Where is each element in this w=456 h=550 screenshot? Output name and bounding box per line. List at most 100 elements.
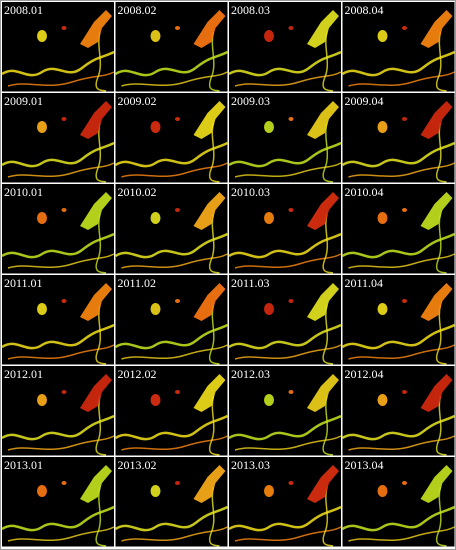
- panel: 2009.02: [114, 93, 229, 183]
- river: [95, 395, 107, 456]
- lake: [420, 283, 453, 321]
- river: [208, 213, 220, 274]
- panel: 2008.01: [1, 2, 115, 92]
- panel-label: 2011.01: [4, 276, 43, 290]
- lake: [193, 374, 226, 412]
- panel-label: 2010.02: [118, 185, 157, 199]
- river: [7, 71, 115, 87]
- river: [228, 50, 342, 77]
- river: [234, 435, 342, 451]
- panel-label: 2012.04: [345, 367, 384, 381]
- panel: 2012.04: [341, 366, 456, 456]
- lake: [420, 10, 453, 48]
- lake: [288, 481, 294, 485]
- river: [234, 526, 342, 542]
- lake: [420, 465, 453, 503]
- river: [114, 141, 229, 168]
- river: [114, 505, 229, 532]
- river: [234, 71, 342, 87]
- panel: 2013.03: [228, 457, 342, 547]
- river: [322, 122, 334, 183]
- river: [341, 414, 456, 441]
- river: [1, 505, 115, 532]
- panel: 2013.01: [1, 457, 115, 547]
- river: [228, 323, 342, 350]
- panel: 2012.02: [114, 366, 229, 456]
- lake: [307, 374, 339, 412]
- river: [435, 304, 447, 365]
- lake: [150, 212, 161, 224]
- panel: 2010.01: [1, 184, 115, 274]
- lake: [420, 101, 453, 139]
- panel: 2011.03: [228, 275, 342, 365]
- lake: [175, 299, 180, 303]
- lake: [307, 10, 339, 48]
- river: [114, 232, 229, 259]
- river: [435, 122, 447, 183]
- lake: [193, 465, 226, 503]
- lake: [264, 121, 274, 133]
- panel-label: 2013.02: [118, 458, 157, 472]
- river: [234, 162, 342, 178]
- river: [341, 50, 456, 77]
- lake: [264, 30, 274, 42]
- river: [114, 323, 229, 350]
- river: [341, 505, 456, 532]
- river: [234, 344, 342, 360]
- lake: [150, 30, 161, 42]
- lake: [37, 485, 47, 497]
- lake: [288, 390, 294, 394]
- lake: [264, 212, 274, 224]
- lake: [80, 374, 112, 412]
- panel: 2008.02: [114, 2, 229, 92]
- panel-label: 2009.01: [4, 94, 43, 108]
- river: [121, 435, 228, 451]
- river: [228, 414, 342, 441]
- lake: [288, 117, 294, 121]
- river: [7, 435, 115, 451]
- lake: [402, 299, 407, 303]
- lake: [175, 390, 180, 394]
- panel: 2013.02: [114, 457, 229, 547]
- river: [7, 344, 115, 360]
- lake: [420, 374, 453, 412]
- lake: [307, 192, 339, 230]
- panel: 2011.04: [341, 275, 456, 365]
- river: [1, 50, 115, 77]
- lake: [61, 481, 67, 485]
- lake: [37, 394, 47, 406]
- panel-label: 2011.02: [118, 276, 157, 290]
- panel: 2010.03: [228, 184, 342, 274]
- panel-label: 2009.04: [345, 94, 384, 108]
- lake: [288, 299, 294, 303]
- river: [208, 395, 220, 456]
- panel: 2012.01: [1, 366, 115, 456]
- river: [1, 141, 115, 168]
- river: [121, 526, 228, 542]
- lake: [377, 30, 388, 42]
- panel-label: 2008.04: [345, 3, 384, 17]
- river: [208, 304, 220, 365]
- lake: [80, 101, 112, 139]
- lake: [61, 26, 67, 30]
- river: [7, 162, 115, 178]
- lake: [402, 481, 407, 485]
- panel-label: 2012.03: [231, 367, 270, 381]
- river: [228, 232, 342, 259]
- lake: [307, 283, 339, 321]
- panel: 2010.02: [114, 184, 229, 274]
- panel-label: 2013.01: [4, 458, 43, 472]
- lake: [264, 485, 274, 497]
- river: [348, 526, 455, 542]
- lake: [193, 192, 226, 230]
- lake: [377, 303, 388, 315]
- river: [322, 395, 334, 456]
- river: [228, 141, 342, 168]
- panel-label: 2013.04: [345, 458, 384, 472]
- lake: [264, 303, 274, 315]
- river: [7, 526, 115, 542]
- lake: [377, 212, 388, 224]
- panel-label: 2008.01: [4, 3, 43, 17]
- lake: [402, 390, 407, 394]
